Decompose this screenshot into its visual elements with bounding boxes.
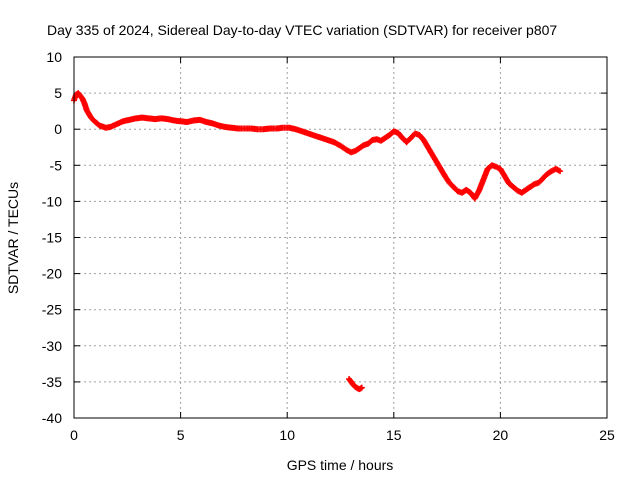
y-tick-label: -40 [42,410,62,426]
x-tick-label: 20 [493,427,509,443]
y-tick-label: -35 [42,374,62,390]
y-tick-label: 0 [54,121,62,137]
data-point [557,168,564,175]
data-point [358,384,365,391]
chart-title: Day 335 of 2024, Sidereal Day-to-day VTE… [47,22,557,38]
x-axis-label: GPS time / hours [287,457,394,473]
x-tick-label: 5 [177,427,185,443]
x-tick-label: 25 [599,427,615,443]
y-tick-label: -15 [42,230,62,246]
y-tick-label: 5 [54,85,62,101]
grid-lines [74,57,607,418]
y-tick-label: -10 [42,193,62,209]
x-tick-label: 15 [386,427,402,443]
y-tick-label: -30 [42,338,62,354]
y-axis-label: SDTVAR / TECUs [5,182,21,294]
plot-frame [73,56,608,419]
y-tick-label: -20 [42,266,62,282]
y-tick-label: -25 [42,302,62,318]
plot-area [71,90,564,393]
y-tick-label: 10 [46,49,62,65]
x-tick-label: 0 [70,427,78,443]
axis-ticks: 0 5 10 15 20 25 10 5 0 -5 -10 -15 -20 -25 -30 -35 -40 [42,49,615,443]
y-tick-label: -5 [50,157,63,173]
x-tick-label: 10 [279,427,295,443]
